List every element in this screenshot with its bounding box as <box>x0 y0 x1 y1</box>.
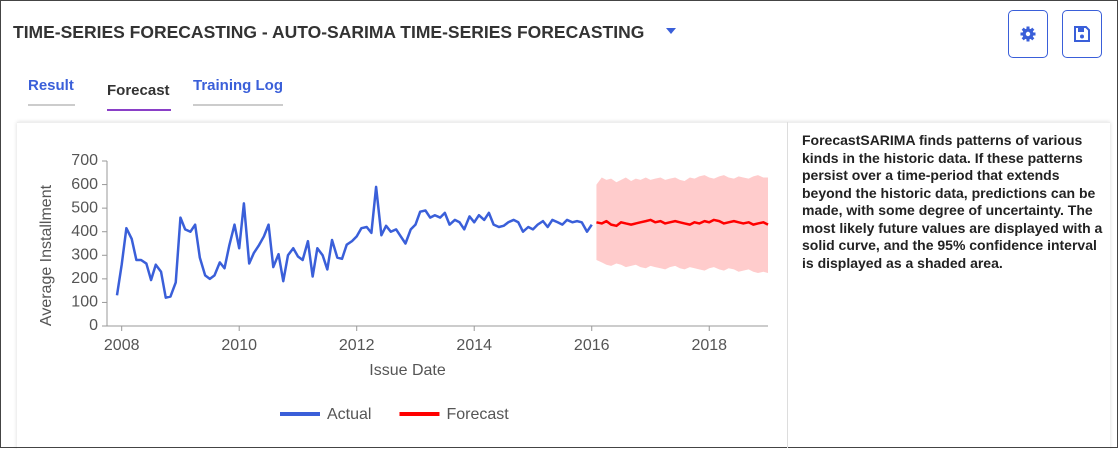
y-tick-label: 400 <box>71 223 98 240</box>
dropdown-toggle[interactable] <box>666 28 676 34</box>
legend-label: Actual <box>327 406 371 423</box>
y-tick-label: 300 <box>71 247 98 264</box>
y-tick-label: 700 <box>71 152 98 169</box>
x-tick-label: 2008 <box>104 337 140 354</box>
save-button[interactable] <box>1062 10 1102 58</box>
page-title: TIME-SERIES FORECASTING - AUTO-SARIMA TI… <box>13 22 645 42</box>
x-tick-label: 2010 <box>221 337 257 354</box>
tab[interactable]: Result <box>28 77 75 106</box>
y-tick-label: 100 <box>71 294 98 311</box>
y-tick-label: 500 <box>71 199 98 216</box>
tab[interactable]: Training Log <box>193 77 283 106</box>
divider <box>787 122 788 448</box>
gear-icon <box>1020 26 1036 42</box>
y-tick-label: 600 <box>71 176 98 193</box>
content-panel <box>17 122 1110 449</box>
x-tick-label: 2016 <box>574 337 610 354</box>
y-tick-label: 0 <box>89 317 98 334</box>
x-tick-label: 2012 <box>339 337 375 354</box>
series-line <box>115 185 593 299</box>
x-tick-label: 2014 <box>456 337 492 354</box>
settings-button[interactable] <box>1008 10 1048 58</box>
y-axis-label: Average Installment <box>38 184 55 326</box>
save-icon <box>1074 26 1090 42</box>
description: ForecastSARIMA finds patterns of various… <box>802 132 1103 271</box>
tab[interactable]: Forecast <box>107 82 171 111</box>
x-tick-label: 2018 <box>691 337 727 354</box>
x-axis-label: Issue Date <box>369 362 446 379</box>
y-tick-label: 200 <box>71 270 98 287</box>
legend-label: Forecast <box>446 406 509 423</box>
series-line <box>596 218 769 228</box>
chart: 0 100 200 300 400 500 600 700 2008 2010 2012 2014 20… <box>38 152 769 423</box>
